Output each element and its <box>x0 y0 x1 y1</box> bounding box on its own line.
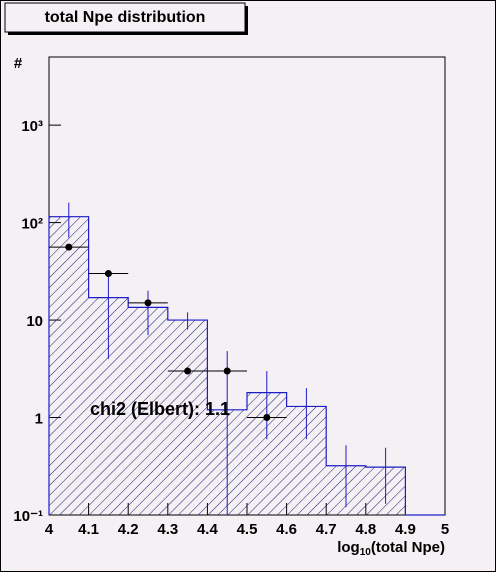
y-tick-label: 10³ <box>21 118 43 135</box>
histogram-outline <box>48 216 445 516</box>
chart-title: total Npe distribution <box>45 9 206 26</box>
x-tick-label: 4.2 <box>118 521 139 538</box>
x-tick-label: 4.8 <box>355 521 376 538</box>
histogram-bar <box>128 307 168 515</box>
data-point <box>184 367 192 375</box>
x-tick-label: 4.6 <box>276 521 297 538</box>
y-tick-label: 10² <box>21 216 43 233</box>
x-tick-label: 4.1 <box>78 521 99 538</box>
title-box <box>4 2 246 33</box>
histogram-bar <box>49 216 89 515</box>
data-point <box>223 367 231 375</box>
y-tick-label: 10⁻¹ <box>13 508 43 525</box>
y-axis-label: # <box>14 55 23 72</box>
x-tick-label: 4.5 <box>237 521 258 538</box>
x-label-base: log <box>337 539 360 556</box>
y-tick-label: 10 <box>26 313 43 330</box>
x-axis-label: log10(total Npe) <box>337 539 445 558</box>
histogram-bar <box>167 320 208 515</box>
x-tick-label: 5 <box>441 521 449 538</box>
data-point <box>104 270 112 278</box>
x-tick-label: 4.9 <box>395 521 416 538</box>
data-point <box>263 414 271 422</box>
x-tick-label: 4.7 <box>316 521 337 538</box>
x-label-rest: (total Npe) <box>371 539 445 556</box>
x-tick-label: 4 <box>45 521 54 538</box>
annotation: chi2 (Elbert): 1.1 <box>90 399 230 419</box>
data-point <box>144 299 152 307</box>
x-tick-label: 4.4 <box>197 521 219 538</box>
y-tick-label: 1 <box>35 411 43 428</box>
x-tick-label: 4.3 <box>157 521 178 538</box>
x-label-sub: 10 <box>360 547 372 558</box>
data-point <box>65 243 73 251</box>
